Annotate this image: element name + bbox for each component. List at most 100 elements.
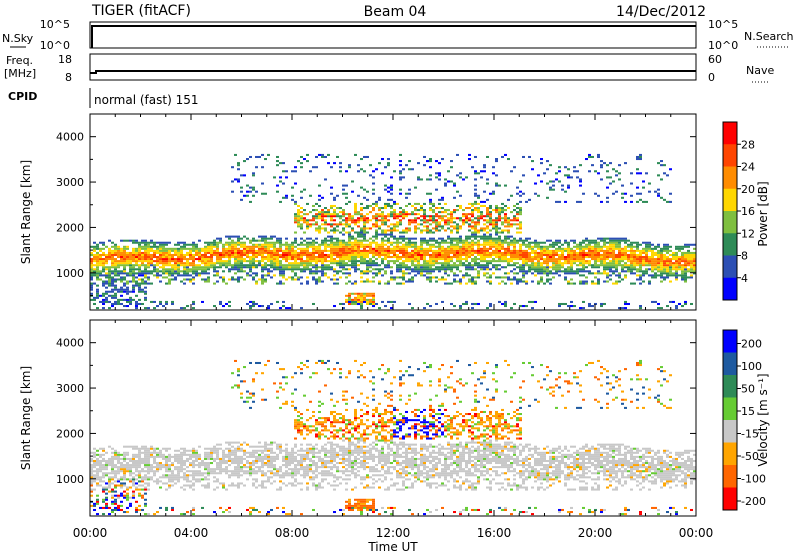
power-echo-cell: [147, 245, 150, 248]
power-echo-cell: [399, 164, 402, 167]
velocity-echo-cell: [147, 462, 150, 465]
power-echo-cell: [459, 270, 462, 273]
power-echo-cell: [399, 235, 402, 238]
power-echo-cell: [501, 260, 504, 263]
power-echo-cell: [567, 243, 570, 246]
power-echo-cell: [690, 256, 693, 259]
power-echo-cell: [378, 215, 381, 218]
power-echo-cell: [612, 272, 615, 275]
power-echo-cell: [504, 305, 507, 308]
power-echo-cell: [279, 237, 282, 240]
power-echo-cell: [369, 302, 372, 306]
power-echo-cell: [216, 270, 219, 273]
power-echo-cell: [150, 253, 153, 257]
power-echo-cell: [297, 204, 300, 208]
power-echo-cell: [411, 256, 414, 259]
power-echo-cell: [504, 282, 507, 285]
power-echo-cell: [333, 211, 336, 214]
power-echo-cell: [132, 253, 135, 257]
power-echo-cell: [324, 211, 327, 214]
power-echo-cell: [426, 241, 429, 244]
power-echo-cell: [282, 258, 285, 261]
power-echo-cell: [183, 278, 186, 281]
power-echo-cell: [306, 268, 309, 271]
power-echo-cell: [213, 266, 216, 269]
power-echo-cell: [165, 251, 168, 254]
power-echo-cell: [576, 270, 579, 273]
power-echo-cell: [633, 241, 636, 244]
power-echo-cell: [153, 266, 156, 269]
power-echo-cell: [609, 241, 612, 244]
power-echo-cell: [156, 268, 159, 271]
power-echo-cell: [501, 211, 504, 214]
power-echo-cell: [222, 245, 225, 248]
power-echo-cell: [630, 200, 633, 203]
velocity-echo-cell: [135, 511, 138, 514]
power-echo-cell: [408, 239, 411, 242]
power-echo-cell: [477, 258, 480, 261]
power-echo-cell: [543, 260, 546, 263]
power-echo-cell: [360, 241, 363, 244]
power-echo-cell: [141, 270, 144, 273]
power-echo-cell: [675, 264, 678, 267]
power-echo-cell: [126, 282, 129, 285]
power-echo-cell: [519, 270, 522, 273]
power-echo-cell: [534, 300, 537, 303]
power-echo-cell: [504, 258, 507, 261]
power-echo-cell: [657, 266, 660, 269]
power-echo-cell: [615, 247, 618, 250]
power-echo-cell: [312, 204, 315, 208]
power-echo-cell: [441, 262, 444, 265]
power-echo-cell: [108, 284, 111, 287]
power-echo-cell: [540, 253, 543, 257]
power-echo-cell: [375, 215, 378, 218]
power-echo-cell: [330, 235, 333, 238]
power-echo-cell: [234, 235, 237, 238]
power-echo-cell: [111, 294, 114, 297]
power-echo-cell: [321, 251, 324, 254]
power-echo-cell: [321, 241, 324, 244]
velocity-echo-cell: [90, 494, 93, 497]
power-echo-cell: [414, 227, 417, 230]
power-echo-cell: [387, 229, 390, 232]
power-echo-cell: [414, 268, 417, 271]
power-echo-cell: [408, 202, 411, 205]
power-echo-cell: [591, 282, 594, 285]
velocity-echo-cell: [105, 472, 108, 475]
power-echo-cell: [438, 162, 441, 165]
power-echo-cell: [354, 298, 357, 301]
power-echo-cell: [318, 243, 321, 246]
power-echo-cell: [204, 256, 207, 259]
power-echo-cell: [135, 307, 138, 310]
power-echo-cell: [489, 207, 492, 210]
power-echo-cell: [525, 272, 528, 275]
power-echo-cell: [321, 227, 324, 230]
power-echo-cell: [381, 211, 384, 214]
power-echo-cell: [405, 227, 408, 230]
power-echo-cell: [315, 260, 318, 263]
power-echo-cell: [417, 209, 420, 212]
power-echo-cell: [552, 180, 555, 183]
power-echo-cell: [579, 184, 582, 187]
power-echo-cell: [387, 215, 390, 218]
velocity-echo-cell: [105, 496, 108, 499]
power-echo-cell: [303, 266, 306, 269]
power-echo-cell: [681, 264, 684, 267]
power-echo-cell: [162, 264, 165, 267]
power-echo-cell: [210, 260, 213, 263]
power-echo-cell: [441, 249, 444, 252]
power-echo-cell: [525, 305, 528, 308]
power-echo-cell: [291, 249, 294, 252]
power-echo-cell: [273, 264, 276, 267]
power-echo-cell: [264, 258, 267, 261]
power-echo-cell: [333, 243, 336, 246]
power-echo-cell: [360, 260, 363, 263]
velocity-echo-cell: [111, 511, 114, 514]
power-echo-cell: [438, 225, 441, 228]
velocity-echo-cell: [93, 480, 96, 483]
power-echo-cell: [168, 251, 171, 254]
power-echo-cell: [366, 294, 369, 297]
power-echo-cell: [258, 305, 261, 308]
power-echo-cell: [348, 223, 351, 226]
power-echo-cell: [129, 251, 132, 254]
